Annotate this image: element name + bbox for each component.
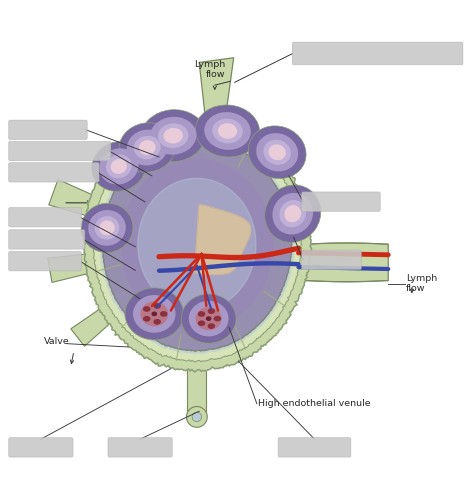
Ellipse shape (208, 323, 215, 329)
Ellipse shape (198, 311, 205, 317)
Polygon shape (187, 364, 206, 417)
Ellipse shape (181, 294, 236, 343)
Text: Valve: Valve (44, 337, 70, 346)
FancyBboxPatch shape (9, 438, 73, 457)
Ellipse shape (206, 316, 211, 321)
Ellipse shape (154, 303, 161, 309)
Ellipse shape (134, 136, 161, 159)
Polygon shape (100, 136, 294, 354)
Ellipse shape (268, 144, 286, 160)
Ellipse shape (111, 159, 127, 174)
Ellipse shape (150, 117, 196, 154)
Text: High endothelial venule: High endothelial venule (258, 399, 371, 408)
Circle shape (186, 406, 207, 428)
Ellipse shape (99, 148, 138, 185)
Ellipse shape (280, 200, 306, 227)
Ellipse shape (212, 119, 243, 143)
Polygon shape (49, 180, 99, 217)
Ellipse shape (125, 288, 183, 340)
FancyBboxPatch shape (278, 438, 351, 457)
Ellipse shape (81, 203, 133, 253)
Polygon shape (83, 118, 312, 372)
Ellipse shape (214, 316, 221, 321)
Ellipse shape (284, 205, 301, 222)
FancyBboxPatch shape (292, 42, 463, 65)
Polygon shape (301, 243, 388, 282)
Ellipse shape (106, 154, 132, 178)
Ellipse shape (189, 301, 228, 337)
Polygon shape (102, 138, 292, 351)
Ellipse shape (95, 216, 119, 239)
Ellipse shape (88, 210, 126, 246)
FancyBboxPatch shape (9, 208, 82, 227)
FancyBboxPatch shape (9, 252, 82, 271)
Circle shape (192, 412, 201, 422)
Ellipse shape (154, 319, 161, 324)
Ellipse shape (208, 308, 215, 314)
FancyBboxPatch shape (108, 438, 172, 457)
FancyBboxPatch shape (302, 192, 380, 211)
Ellipse shape (256, 133, 298, 172)
Ellipse shape (218, 123, 237, 139)
Ellipse shape (198, 320, 205, 326)
Ellipse shape (204, 112, 251, 150)
Ellipse shape (99, 220, 115, 235)
Polygon shape (199, 58, 234, 126)
Polygon shape (195, 205, 251, 275)
Ellipse shape (164, 128, 183, 143)
Ellipse shape (140, 301, 168, 326)
Ellipse shape (264, 185, 321, 242)
Ellipse shape (264, 140, 291, 165)
Ellipse shape (143, 316, 150, 321)
Ellipse shape (158, 123, 189, 148)
Text: Lymph
flow: Lymph flow (406, 274, 438, 293)
FancyBboxPatch shape (9, 230, 85, 249)
Ellipse shape (143, 306, 150, 312)
Ellipse shape (273, 193, 313, 234)
FancyBboxPatch shape (302, 250, 361, 270)
Ellipse shape (152, 311, 157, 316)
Ellipse shape (196, 307, 222, 330)
Polygon shape (138, 178, 256, 311)
FancyBboxPatch shape (9, 120, 87, 139)
FancyBboxPatch shape (9, 141, 111, 161)
Ellipse shape (127, 130, 168, 165)
Ellipse shape (92, 141, 146, 191)
Polygon shape (121, 159, 273, 329)
Ellipse shape (139, 140, 155, 155)
Ellipse shape (160, 311, 167, 317)
Polygon shape (48, 254, 93, 282)
Polygon shape (93, 127, 302, 362)
Ellipse shape (248, 126, 306, 179)
Text: Lymph
flow: Lymph flow (194, 59, 225, 79)
FancyBboxPatch shape (9, 162, 99, 182)
Ellipse shape (133, 295, 175, 332)
Polygon shape (71, 306, 115, 346)
Ellipse shape (195, 105, 260, 157)
Ellipse shape (119, 123, 175, 172)
Ellipse shape (141, 110, 205, 162)
